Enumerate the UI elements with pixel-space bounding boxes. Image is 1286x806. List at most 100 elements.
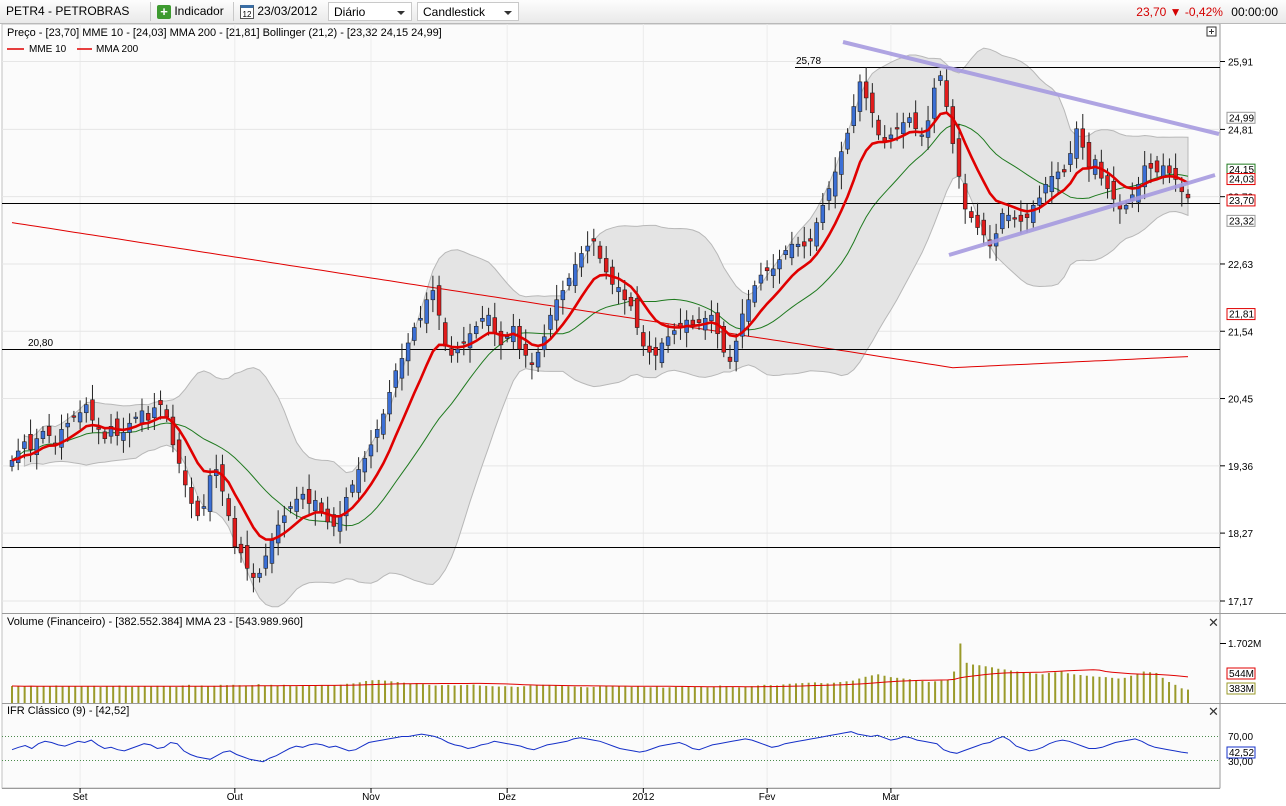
candle-body bbox=[938, 75, 943, 81]
volume-bar bbox=[851, 680, 854, 703]
trendline-lower[interactable] bbox=[948, 173, 1216, 257]
candle-body bbox=[480, 317, 485, 322]
volume-bar bbox=[1060, 671, 1063, 703]
period-value: Diário bbox=[334, 5, 366, 19]
candle-body bbox=[1179, 186, 1185, 193]
volume-bar bbox=[194, 686, 197, 703]
candle-body bbox=[436, 285, 442, 316]
volume-bar bbox=[365, 680, 368, 703]
close-volume-icon[interactable]: ✕ bbox=[1208, 615, 1219, 630]
candle-body bbox=[492, 317, 497, 335]
volume-bar bbox=[801, 683, 804, 703]
candle-body bbox=[424, 299, 429, 324]
volume-bar bbox=[1149, 672, 1152, 703]
candle-body bbox=[46, 426, 52, 436]
chevron-down-icon bbox=[397, 11, 405, 15]
period-select[interactable]: Diário bbox=[328, 2, 412, 21]
candle-body bbox=[356, 469, 361, 493]
candle-body bbox=[1006, 214, 1011, 222]
price-tag-label: 21,81 bbox=[1229, 310, 1254, 321]
candle-body bbox=[368, 444, 374, 457]
candle-body bbox=[77, 412, 83, 423]
candle-body bbox=[1043, 184, 1048, 194]
candle-body bbox=[269, 540, 275, 564]
date-picker[interactable]: 12 23/03/2012 bbox=[233, 2, 325, 21]
candle-body bbox=[1154, 160, 1160, 173]
candle-body bbox=[34, 438, 39, 456]
rsi-tick-30: 30,00 bbox=[1228, 757, 1253, 768]
volume-bar bbox=[1047, 672, 1050, 703]
volume-bar bbox=[29, 685, 32, 703]
candle-body bbox=[1012, 217, 1017, 220]
indicator-button[interactable]: + Indicador bbox=[150, 2, 230, 21]
volume-bar bbox=[244, 685, 247, 703]
candle-body bbox=[121, 432, 126, 441]
volume-bar bbox=[864, 676, 867, 703]
volume-bar bbox=[162, 686, 165, 703]
volume-bar bbox=[573, 686, 576, 703]
volume-bar bbox=[200, 685, 203, 703]
volume-tag-value: 383M bbox=[1226, 682, 1256, 695]
price-tag-label: 24,03 bbox=[1229, 175, 1254, 186]
price-change: -0,42% bbox=[1184, 5, 1223, 19]
volume-bar bbox=[143, 686, 146, 703]
volume-bar bbox=[421, 684, 424, 703]
volume-bar bbox=[1066, 673, 1069, 703]
candle-body bbox=[764, 267, 770, 272]
svg-text:383M: 383M bbox=[1229, 684, 1254, 695]
volume-bar bbox=[757, 685, 760, 703]
price-y-tick: 21,54 bbox=[1228, 327, 1253, 338]
candle-body bbox=[950, 106, 956, 144]
chart-type-select[interactable]: Candlestick bbox=[417, 2, 519, 21]
price-tag-label: 23,32 bbox=[1229, 216, 1254, 227]
candle-body bbox=[362, 458, 368, 473]
volume-bar bbox=[902, 678, 905, 703]
candle-body bbox=[826, 188, 832, 201]
symbol-selector[interactable]: PETR4 - PETROBRAS PN bbox=[6, 4, 130, 37]
volume-y-tick: 1.702M bbox=[1228, 639, 1261, 650]
volume-bar bbox=[263, 685, 266, 703]
volume-bar bbox=[118, 685, 121, 703]
volume-bar bbox=[403, 682, 405, 703]
candle-body bbox=[523, 343, 528, 356]
candle-body bbox=[1105, 175, 1110, 189]
candle-body bbox=[808, 238, 813, 242]
volume-bar bbox=[86, 686, 89, 703]
volume-bar bbox=[282, 684, 285, 703]
candle-body bbox=[777, 259, 782, 270]
volume-bar bbox=[396, 682, 399, 703]
volume-bar bbox=[624, 686, 627, 703]
volume-bar bbox=[1168, 682, 1171, 703]
down-arrow-icon: ▼ bbox=[1169, 5, 1182, 19]
volume-bar bbox=[776, 685, 779, 703]
candle-body bbox=[857, 81, 863, 112]
volume-bar bbox=[131, 686, 134, 703]
volume-bar bbox=[516, 686, 519, 703]
volume-bar bbox=[440, 685, 443, 703]
candle-body bbox=[145, 413, 151, 421]
candle-body bbox=[628, 296, 634, 307]
candle-body bbox=[331, 514, 337, 527]
candle-body bbox=[387, 392, 392, 415]
volume-bar bbox=[478, 685, 481, 703]
candle-body bbox=[498, 330, 504, 346]
candle-body bbox=[783, 250, 788, 256]
volume-bar bbox=[523, 686, 526, 703]
candle-body bbox=[1049, 176, 1055, 193]
expand-panel-icon[interactable] bbox=[1206, 26, 1217, 37]
candle-body bbox=[597, 245, 603, 259]
volume-bar bbox=[535, 685, 538, 703]
price-tag bbox=[1226, 173, 1256, 186]
candle-body bbox=[467, 333, 473, 349]
close-rsi-icon[interactable]: ✕ bbox=[1208, 704, 1219, 719]
candle-body bbox=[251, 572, 256, 578]
volume-bar bbox=[93, 685, 96, 703]
volume-bar bbox=[586, 687, 589, 703]
trendline-upper[interactable] bbox=[842, 40, 1220, 136]
volume-bar bbox=[883, 675, 886, 703]
calendar-icon: 12 bbox=[240, 4, 254, 19]
volume-bar bbox=[820, 683, 823, 703]
candle-body bbox=[616, 287, 621, 293]
candle-body bbox=[746, 299, 751, 322]
support-label: 20,80 bbox=[28, 338, 53, 349]
